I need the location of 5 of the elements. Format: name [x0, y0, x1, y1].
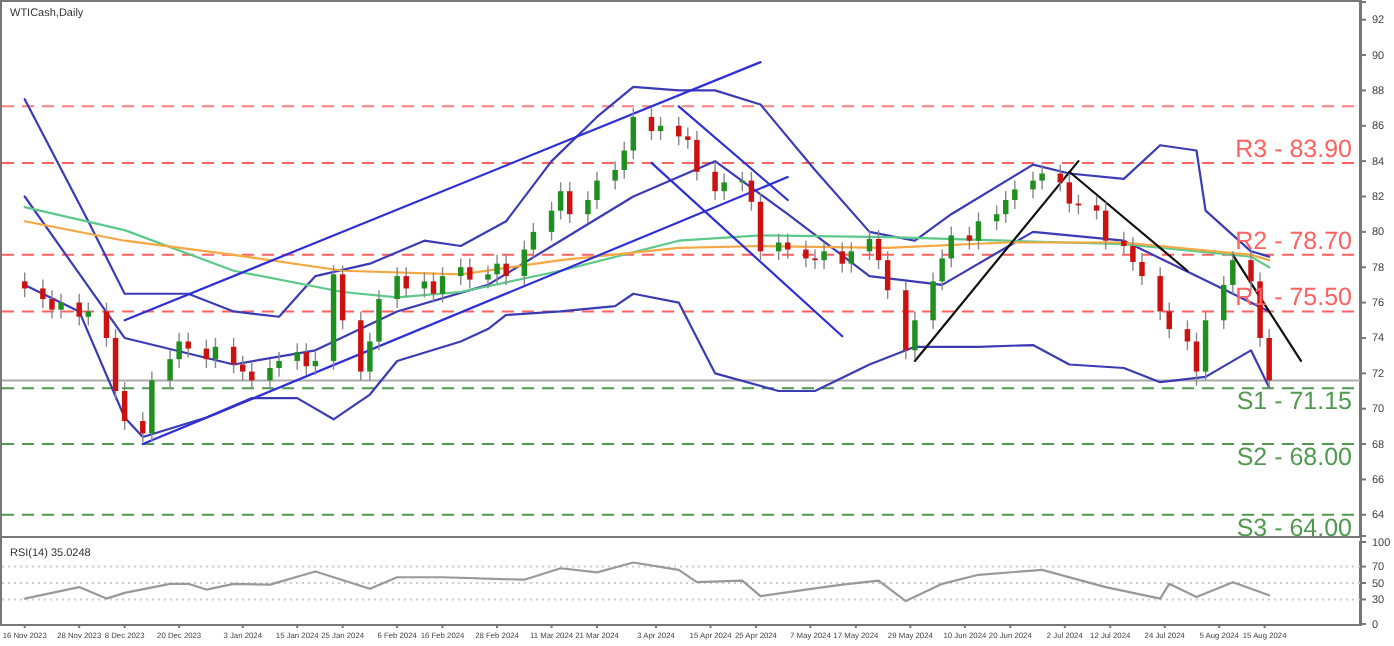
ref-line-label: S2 - 68.00 — [1236, 443, 1353, 472]
ref-line-label: S1 - 71.15 — [1236, 387, 1353, 416]
ref-line-label: S3 - 64.00 — [1236, 513, 1353, 542]
ref-line-label: R3 - 83.90 — [1235, 134, 1353, 163]
ref-line-label: R2 - 78.70 — [1235, 226, 1353, 255]
